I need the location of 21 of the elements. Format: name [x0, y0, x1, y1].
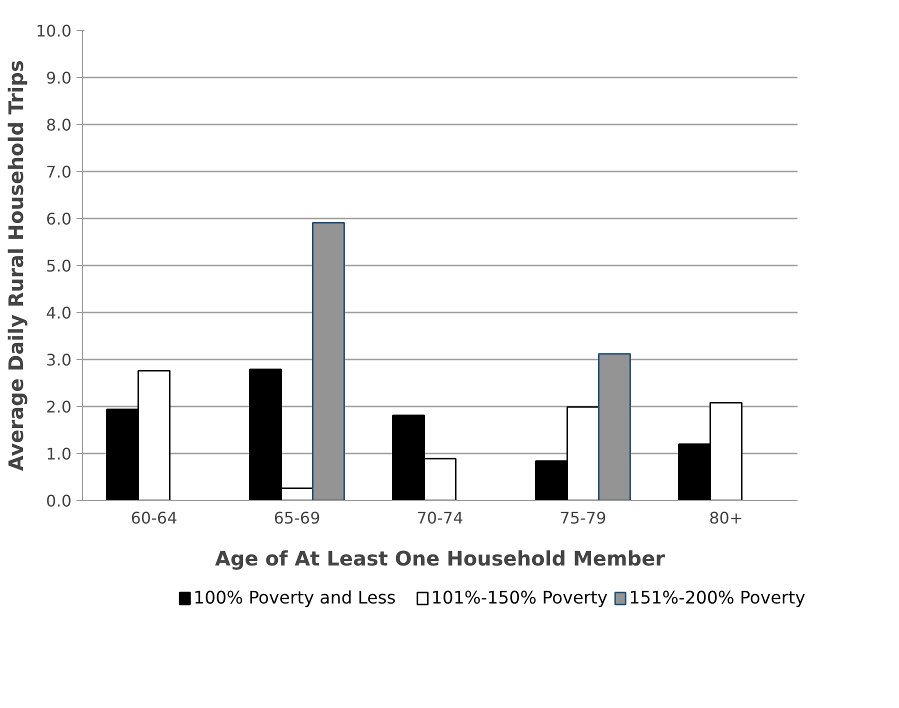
x-tick-label: 80+ [709, 508, 743, 528]
x-axis-title: Age of At Least One Household Member [214, 546, 666, 570]
y-tick-label: 4.0 [46, 304, 72, 322]
y-tick-label: 10.0 [36, 22, 72, 40]
x-tick-label: 60-64 [130, 508, 178, 528]
y-tick-label: 1.0 [46, 444, 72, 464]
y-tick-label: 3.0 [46, 350, 72, 370]
y-tick-label: 6.0 [46, 210, 72, 228]
y-tick-label: 0.0 [46, 492, 72, 510]
y-tick-label: 7.0 [46, 162, 72, 182]
x-tick-label: 70-74 [416, 508, 464, 528]
legend-label: 151%-200% Poverty [629, 588, 806, 608]
x-tick-label: 65-69 [274, 508, 320, 528]
x-tick-label: 75-79 [560, 508, 606, 528]
legend-label: 101%-150% Poverty [431, 588, 608, 608]
y-axis-title: Average Daily Rural Household Trips [4, 60, 28, 471]
y-tick-label: 8.0 [46, 116, 72, 134]
legend-label: 100% Poverty and Less [194, 588, 396, 608]
y-tick-label: 9.0 [46, 68, 72, 88]
y-tick-label: 5.0 [46, 256, 72, 276]
y-tick-label: 2.0 [46, 398, 72, 416]
